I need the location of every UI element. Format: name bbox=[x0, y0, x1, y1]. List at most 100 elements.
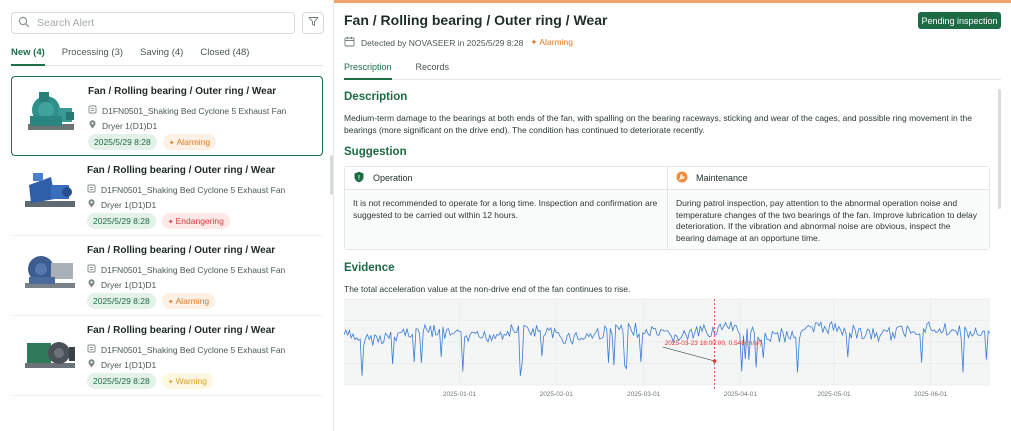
alert-card[interactable]: Fan / Rolling bearing / Outer ring / Wea… bbox=[11, 76, 323, 156]
acceleration-trend-chart[interactable]: 2025-01-01 2025-02-01 2025-03-01 2025-04-01… bbox=[344, 297, 990, 404]
alert-location-row: Dryer 1(D1)D1 bbox=[87, 279, 156, 290]
wrench-icon bbox=[676, 171, 696, 185]
device-icon bbox=[88, 105, 102, 116]
alert-location: Dryer 1(D1)D1 bbox=[102, 120, 158, 131]
list-scrollbar[interactable] bbox=[330, 155, 333, 195]
alert-location: Dryer 1(D1)D1 bbox=[101, 359, 157, 370]
alert-detail-panel: Fan / Rolling bearing / Outer ring / Wea… bbox=[334, 3, 1011, 431]
trend-chart-svg: 2025-01-01 2025-02-01 2025-03-01 2025-04-01… bbox=[344, 298, 990, 398]
x-tick-label: 2025-03-01 bbox=[627, 391, 661, 398]
device-icon bbox=[87, 264, 101, 275]
level-badge: ✦ Alarming bbox=[161, 293, 216, 309]
svg-text:!: ! bbox=[358, 175, 360, 181]
location-pin-icon bbox=[87, 199, 101, 210]
level-dot-icon: ✦ bbox=[167, 219, 174, 226]
alert-location: Dryer 1(D1)D1 bbox=[101, 199, 157, 210]
evidence-heading: Evidence bbox=[344, 262, 395, 274]
alert-location-row: Dryer 1(D1)D1 bbox=[87, 359, 156, 370]
alert-badges: 2025/5/29 8:28 ✦ Endangering bbox=[87, 213, 230, 229]
alert-location-row: Dryer 1(D1)D1 bbox=[87, 199, 156, 210]
filter-icon bbox=[308, 16, 319, 30]
detail-tabs: Prescription Records bbox=[344, 57, 1001, 80]
level-label: Endangering bbox=[175, 216, 224, 226]
alert-badges: 2025/5/29 8:28 ✦ Warning bbox=[87, 373, 213, 389]
alert-list-panel: New (4) Processing (3) Saving (4) Closed… bbox=[0, 0, 334, 431]
alert-title: Fan / Rolling bearing / Outer ring / Wea… bbox=[87, 165, 276, 176]
operation-label: Operation bbox=[373, 173, 413, 183]
tab-saving[interactable]: Saving (4) bbox=[140, 47, 184, 58]
alert-title: Fan / Rolling bearing / Outer ring / Wea… bbox=[87, 245, 276, 256]
series-line bbox=[344, 320, 990, 377]
search-row bbox=[11, 12, 324, 34]
pending-inspection-button[interactable]: Pending inspection bbox=[918, 12, 1001, 29]
level-badge: ✦ Alarming bbox=[162, 134, 217, 150]
alert-device-row: D1FN0501_Shaking Bed Cyclone 5 Exhaust F… bbox=[87, 344, 285, 355]
shield-icon: ! bbox=[353, 171, 373, 185]
annotation-label: 2025-03-23 18:00:00, 0.548(m/s²) bbox=[665, 340, 762, 347]
level-badge: ✦ Endangering bbox=[161, 213, 230, 229]
search-box[interactable] bbox=[11, 12, 295, 34]
search-icon bbox=[18, 16, 30, 31]
detail-scrollbar[interactable] bbox=[998, 89, 1001, 209]
x-tick-label: 2025-06-01 bbox=[914, 391, 948, 398]
level-label: Alarming bbox=[175, 296, 210, 306]
alert-device-row: D1FN0501_Shaking Bed Cyclone 5 Exhaust F… bbox=[87, 264, 285, 275]
alert-badges: 2025/5/29 8:28 ✦ Alarming bbox=[87, 293, 216, 309]
suggestion-heading: Suggestion bbox=[344, 146, 407, 158]
detail-title: Fan / Rolling bearing / Outer ring / Wea… bbox=[344, 12, 608, 28]
calendar-icon bbox=[344, 36, 361, 49]
tab-closed[interactable]: Closed (48) bbox=[200, 47, 250, 58]
description-heading: Description bbox=[344, 91, 408, 103]
search-input[interactable] bbox=[37, 17, 277, 29]
x-tick-label: 2025-01-01 bbox=[443, 391, 477, 398]
fan-machine-image bbox=[25, 173, 75, 207]
description-text: Medium-term damage to the bearings at bo… bbox=[344, 113, 972, 135]
device-icon bbox=[87, 344, 101, 355]
operation-header: ! Operation bbox=[345, 167, 667, 190]
annotation-leader-line bbox=[662, 346, 715, 362]
level-label: Warning bbox=[175, 376, 207, 386]
tab-prescription[interactable]: Prescription bbox=[344, 57, 392, 80]
filter-button[interactable] bbox=[302, 12, 324, 34]
fan-machine-image bbox=[25, 256, 75, 288]
alert-card[interactable]: Fan / Rolling bearing / Outer ring / Wea… bbox=[11, 236, 323, 316]
date-badge: 2025/5/29 8:28 bbox=[88, 134, 157, 150]
operation-text: It is not recommended to operate for a l… bbox=[345, 190, 667, 249]
detected-text: Detected by NOVASEER in 2025/5/29 8:28 bbox=[361, 37, 524, 48]
tab-processing[interactable]: Processing (3) bbox=[61, 47, 124, 58]
alert-list: Fan / Rolling bearing / Outer ring / Wea… bbox=[11, 76, 323, 396]
alert-device-row: D1FN0501_Shaking Bed Cyclone 5 Exhaust F… bbox=[87, 184, 285, 195]
evidence-text: The total acceleration value at the non-… bbox=[344, 284, 631, 294]
maintenance-column: Maintenance During patrol inspection, pa… bbox=[668, 167, 989, 249]
level-dot-icon: ✦ bbox=[167, 379, 174, 386]
x-tick-label: 2025-02-01 bbox=[540, 391, 574, 398]
status-dot-icon: ✦ bbox=[530, 37, 540, 47]
alert-location-row: Dryer 1(D1)D1 bbox=[88, 120, 157, 131]
location-pin-icon bbox=[88, 120, 102, 131]
suggestion-table: ! Operation It is not recommended to ope… bbox=[344, 166, 990, 250]
alert-device: D1FN0501_Shaking Bed Cyclone 5 Exhaust F… bbox=[102, 105, 287, 116]
level-badge: ✦ Warning bbox=[161, 373, 213, 389]
annotation-point bbox=[712, 359, 717, 363]
tab-records[interactable]: Records bbox=[415, 62, 450, 72]
location-pin-icon bbox=[87, 279, 101, 290]
detail-status: ✦ Alarming bbox=[530, 37, 573, 48]
maintenance-text: During patrol inspection, pay attention … bbox=[668, 190, 989, 249]
alert-card[interactable]: Fan / Rolling bearing / Outer ring / Wea… bbox=[11, 316, 323, 396]
x-tick-label: 2025-05-01 bbox=[817, 391, 851, 398]
alert-location: Dryer 1(D1)D1 bbox=[101, 279, 157, 290]
alert-card[interactable]: Fan / Rolling bearing / Outer ring / Wea… bbox=[11, 156, 323, 236]
date-badge: 2025/5/29 8:28 bbox=[87, 213, 156, 229]
tab-new[interactable]: New (4) bbox=[11, 42, 45, 66]
alert-badges: 2025/5/29 8:28 ✦ Alarming bbox=[88, 134, 217, 150]
fan-machine-image bbox=[28, 92, 74, 130]
maintenance-header: Maintenance bbox=[668, 167, 989, 190]
operation-column: ! Operation It is not recommended to ope… bbox=[345, 167, 668, 249]
status-tabs: New (4) Processing (3) Saving (4) Closed… bbox=[11, 42, 323, 66]
date-badge: 2025/5/29 8:28 bbox=[87, 373, 156, 389]
level-dot-icon: ✦ bbox=[168, 140, 175, 147]
alert-device: D1FN0501_Shaking Bed Cyclone 5 Exhaust F… bbox=[101, 344, 286, 355]
status-accent-bar bbox=[334, 0, 1011, 3]
date-badge: 2025/5/29 8:28 bbox=[87, 293, 156, 309]
alert-title: Fan / Rolling bearing / Outer ring / Wea… bbox=[87, 325, 276, 336]
